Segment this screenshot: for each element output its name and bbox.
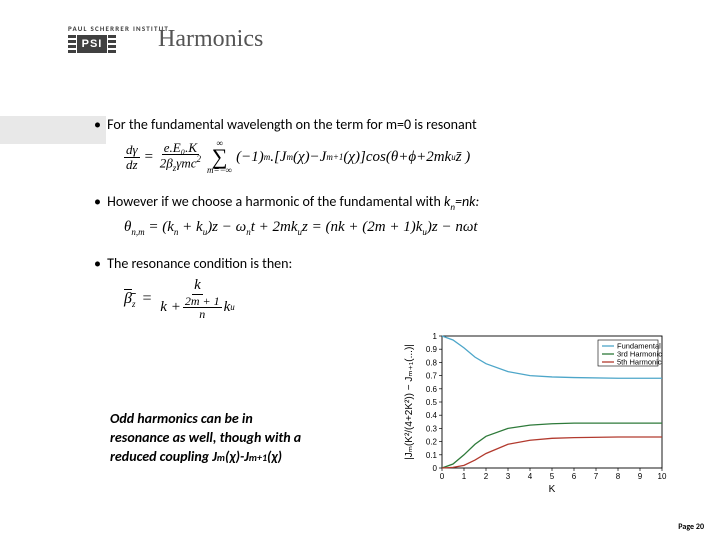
institute-logo: PAUL SCHERRER INSTITUT PSI [68,24,169,53]
psi-box: PSI [77,35,107,53]
svg-text:0.2: 0.2 [426,438,438,447]
svg-text:5: 5 [550,472,555,481]
svg-text:3: 3 [506,472,511,481]
svg-text:0: 0 [440,472,445,481]
svg-text:0.8: 0.8 [426,358,438,367]
svg-text:4: 4 [528,472,533,481]
svg-text:0.5: 0.5 [426,398,438,407]
svg-text:1: 1 [433,332,438,341]
svg-text:2: 2 [484,472,489,481]
b3-text: The resonance condition is then: [107,255,292,272]
svg-text:9: 9 [638,472,643,481]
svg-text:0.9: 0.9 [426,345,438,354]
svg-text:0.3: 0.3 [426,424,438,433]
equation-2: θn,m = (kn + ku)z − ωnt + 2mkuz = (nk + … [124,219,654,237]
left-accent-bar [0,116,106,144]
chart-svg: 0 1 2 3 4 5 6 7 8 9 10 0 0.1 0.2 0.3 0.4 0.5 0.6 0.7 0.8 0.9… [400,330,670,495]
summary-text: Odd harmonics can be in resonance as wel… [110,410,370,467]
b2-text: However if we choose a harmonic of the f… [107,193,444,210]
svg-text:6: 6 [572,472,577,481]
b1-text-b: is resonant [411,116,477,133]
svg-text:0: 0 [433,464,438,473]
svg-text:0.6: 0.6 [426,385,438,394]
svg-text:8: 8 [616,472,621,481]
svg-text:10: 10 [658,472,667,481]
harmonic-chart: 0 1 2 3 4 5 6 7 8 9 10 0 0.1 0.2 0.3 0.4 0.5 0.6 0.7 0.8 0.9… [400,330,670,495]
bullet-3: • The resonance condition is then: [94,255,654,272]
svg-text:0.1: 0.1 [426,451,438,460]
svg-text:5th Harmonic: 5th Harmonic [617,358,662,367]
svg-text:K: K [549,484,556,495]
slide-title: Harmonics [158,26,263,53]
content-area: • For the fundamental wavelength on the … [94,116,654,339]
bullet-2: • However if we choose a harmonic of the… [94,193,654,213]
page-number: Page 20 [678,522,704,532]
svg-text:7: 7 [594,472,599,481]
svg-text:0.4: 0.4 [426,411,438,420]
b1-m0: m=0 [386,116,411,133]
psi-mark: PSI [68,35,169,53]
bullet-1: • For the fundamental wavelength on the … [94,116,654,133]
b1-text-a: For the fundamental wavelength on the te… [107,116,386,133]
institute-name: PAUL SCHERRER INSTITUT [68,24,169,33]
equation-1: dγdz = e.E₀.K 2βzγmc2 ∞ ∑ m=−∞ (−1)m .[J… [124,139,654,175]
svg-text:0.7: 0.7 [426,372,438,381]
svg-text:1: 1 [462,472,467,481]
svg-text:|Jₘ(K²/(4+2K²)) − Jₘ₊₁(...)|: |Jₘ(K²/(4+2K²)) − Jₘ₊₁(...)| [404,344,415,460]
equation-3: β̄z = k k + 2m + 1 n ku [124,278,654,321]
